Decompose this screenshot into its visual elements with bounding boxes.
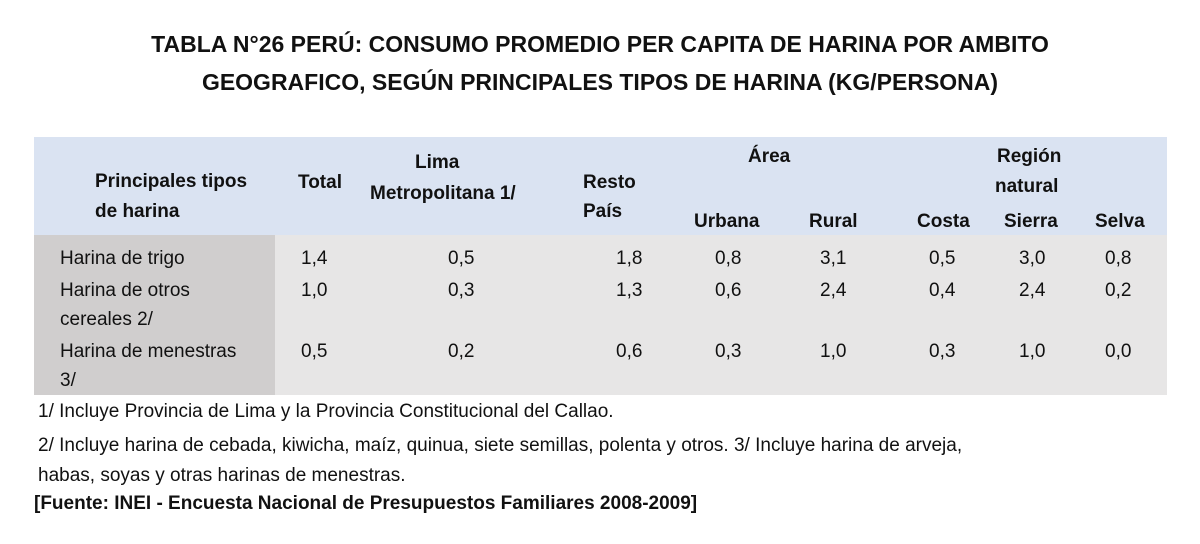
- table-header-background: [34, 137, 1167, 235]
- cell-sierra: 2,4: [1019, 280, 1046, 301]
- cell-total: 0,5: [301, 341, 328, 362]
- header-urbana: Urbana: [694, 211, 760, 232]
- header-rural: Rural: [809, 211, 858, 232]
- source-citation: [Fuente: INEI - Encuesta Nacional de Pre…: [34, 493, 698, 514]
- cell-lima: 0,2: [448, 341, 475, 362]
- cell-costa: 0,4: [929, 280, 956, 301]
- row-label: Harina de trigo: [60, 248, 185, 269]
- cell-resto: 1,3: [616, 280, 643, 301]
- table-title-line2: GEOGRAFICO, SEGÚN PRINCIPALES TIPOS DE H…: [201, 69, 999, 95]
- cell-rural: 2,4: [820, 280, 847, 301]
- header-selva: Selva: [1095, 211, 1145, 232]
- header-total: Total: [298, 172, 342, 193]
- data-cells-background: [275, 235, 1167, 395]
- row-label-cont: 3/: [60, 370, 76, 391]
- cell-rural: 1,0: [820, 341, 847, 362]
- cell-selva: 0,2: [1105, 280, 1132, 301]
- cell-selva: 0,8: [1105, 248, 1132, 269]
- cell-urbana: 0,3: [715, 341, 742, 362]
- header-lima-line2: Metropolitana 1/: [370, 183, 516, 204]
- footnote-1: 1/ Incluye Provincia de Lima y la Provin…: [38, 401, 614, 422]
- cell-resto: 1,8: [616, 248, 643, 269]
- header-area: Área: [748, 146, 791, 167]
- row-label-cont: cereales 2/: [60, 309, 153, 330]
- table-title-line1: TABLA N°26 PERÚ: CONSUMO PROMEDIO PER CA…: [151, 31, 1049, 57]
- header-tipos-line2: de harina: [95, 201, 180, 222]
- cell-resto: 0,6: [616, 341, 643, 362]
- header-region-line2: natural: [995, 176, 1059, 197]
- cell-sierra: 1,0: [1019, 341, 1046, 362]
- header-resto-line2: País: [583, 201, 623, 222]
- cell-lima: 0,3: [448, 280, 475, 301]
- cell-selva: 0,0: [1105, 341, 1132, 362]
- cell-lima: 0,5: [448, 248, 475, 269]
- header-resto-line1: Resto: [583, 172, 636, 193]
- row-label: Harina de menestras: [60, 341, 237, 362]
- cell-total: 1,0: [301, 280, 328, 301]
- header-region-line1: Región: [997, 146, 1062, 167]
- cell-urbana: 0,6: [715, 280, 742, 301]
- header-sierra: Sierra: [1004, 211, 1058, 232]
- cell-urbana: 0,8: [715, 248, 742, 269]
- header-costa: Costa: [917, 211, 970, 232]
- header-lima-line1: Lima: [415, 152, 460, 173]
- header-tipos-line1: Principales tipos: [95, 171, 248, 192]
- row-label-column-background: [34, 235, 275, 395]
- footnote-2-line1: 2/ Incluye harina de cebada, kiwicha, ma…: [38, 435, 963, 456]
- cell-sierra: 3,0: [1019, 248, 1046, 269]
- cell-costa: 0,5: [929, 248, 956, 269]
- footnote-2-line2: habas, soyas y otras harinas de menestra…: [38, 465, 406, 486]
- consumption-table: Principales tipos de harina Total Lima M…: [34, 137, 1167, 395]
- cell-rural: 3,1: [820, 248, 847, 269]
- cell-total: 1,4: [301, 248, 328, 269]
- cell-costa: 0,3: [929, 341, 956, 362]
- row-label: Harina de otros: [60, 280, 190, 301]
